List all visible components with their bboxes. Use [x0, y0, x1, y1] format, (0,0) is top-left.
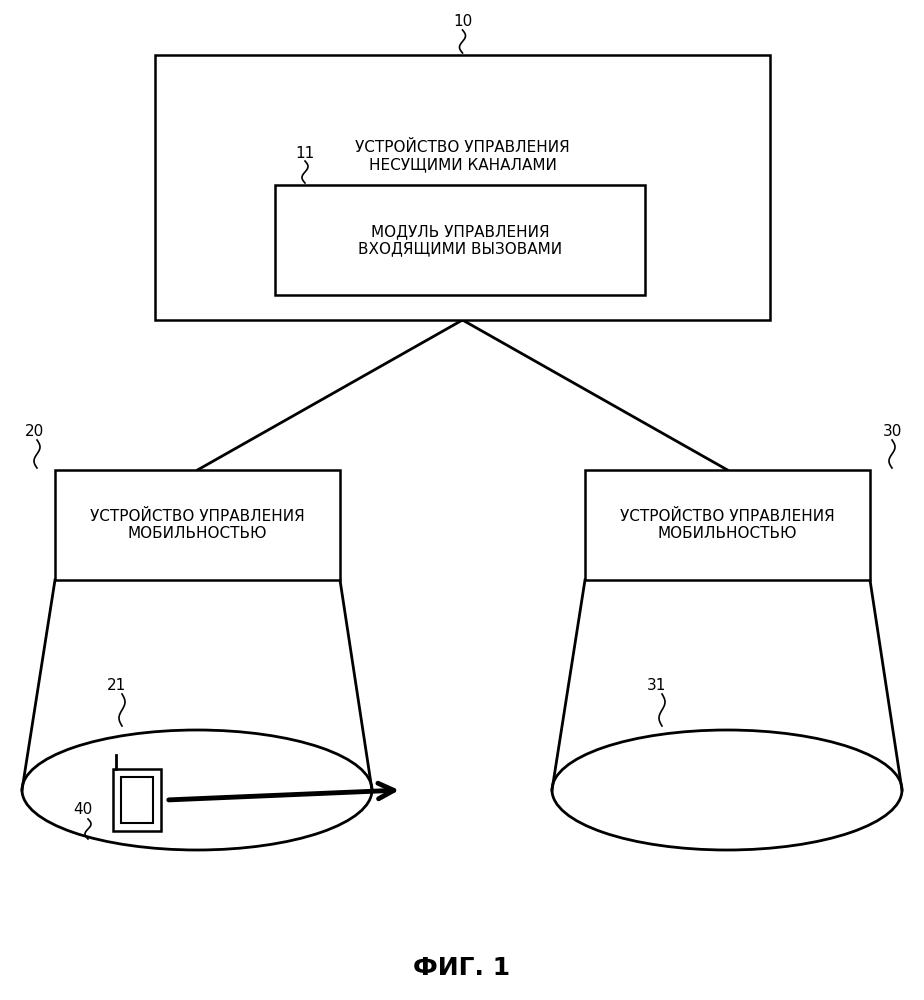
Bar: [155, 55, 770, 320]
Text: 11: 11: [296, 145, 315, 160]
Text: 31: 31: [648, 678, 667, 692]
Text: 30: 30: [882, 424, 902, 440]
Bar: [113, 769, 161, 831]
Bar: [275, 185, 645, 295]
Text: 20: 20: [25, 424, 44, 440]
Bar: [585, 470, 870, 580]
Text: 21: 21: [107, 678, 127, 692]
Text: УСТРОЙСТВО УПРАВЛЕНИЯ
МОБИЛЬНОСТЬЮ: УСТРОЙСТВО УПРАВЛЕНИЯ МОБИЛЬНОСТЬЮ: [91, 509, 305, 541]
Bar: [121, 777, 153, 823]
Text: 40: 40: [73, 802, 92, 818]
Text: МОДУЛЬ УПРАВЛЕНИЯ
ВХОДЯЩИМИ ВЫЗОВАМИ: МОДУЛЬ УПРАВЛЕНИЯ ВХОДЯЩИМИ ВЫЗОВАМИ: [358, 224, 562, 256]
Text: 10: 10: [453, 14, 472, 29]
Bar: [55, 470, 340, 580]
Text: ФИГ. 1: ФИГ. 1: [413, 956, 511, 980]
Text: УСТРОЙСТВО УПРАВЛЕНИЯ
МОБИЛЬНОСТЬЮ: УСТРОЙСТВО УПРАВЛЕНИЯ МОБИЛЬНОСТЬЮ: [620, 509, 835, 541]
Text: УСТРОЙСТВО УПРАВЛЕНИЯ
НЕСУЩИМИ КАНАЛАМИ: УСТРОЙСТВО УПРАВЛЕНИЯ НЕСУЩИМИ КАНАЛАМИ: [355, 139, 570, 172]
